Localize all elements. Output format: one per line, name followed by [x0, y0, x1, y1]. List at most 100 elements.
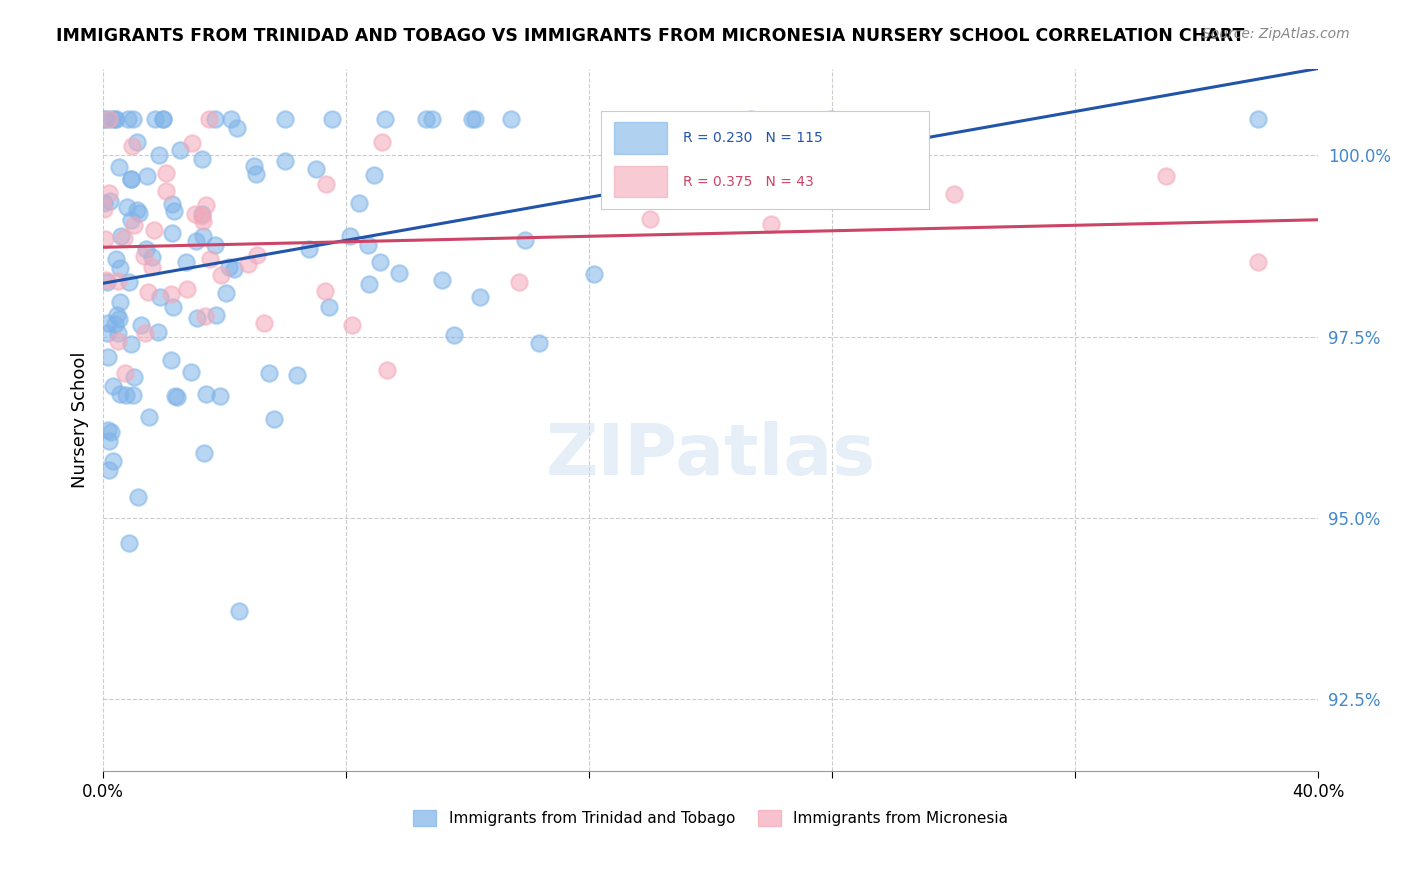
Point [155, 185, 177, 199]
Point [125, 135, 148, 149]
Point [263, 411, 285, 425]
Point [125, 202, 148, 217]
Point [152, 112, 174, 127]
Text: Source: ZipAtlas.com: Source: ZipAtlas.com [1202, 27, 1350, 41]
Point [257, 366, 280, 380]
Point [141, 260, 163, 274]
Point [253, 316, 276, 330]
Point [228, 603, 250, 617]
Point [204, 112, 226, 127]
Point [415, 112, 437, 127]
Point [108, 294, 131, 309]
Point [101, 453, 124, 467]
Point [115, 200, 138, 214]
Point [298, 242, 321, 256]
Point [97, 423, 120, 437]
Point [246, 248, 269, 262]
Point [198, 252, 221, 266]
Point [107, 275, 129, 289]
Point [305, 161, 328, 176]
Point [108, 260, 131, 275]
Point [120, 213, 142, 227]
Point [138, 409, 160, 424]
Point [98, 463, 121, 477]
Point [163, 204, 186, 219]
Point [1246, 112, 1268, 127]
Point [169, 143, 191, 157]
Point [94, 232, 117, 246]
Point [740, 112, 762, 127]
Point [186, 234, 208, 248]
Point [321, 112, 343, 127]
Text: IMMIGRANTS FROM TRINIDAD AND TOBAGO VS IMMIGRANTS FROM MICRONESIA NURSERY SCHOOL: IMMIGRANTS FROM TRINIDAD AND TOBAGO VS I… [56, 27, 1244, 45]
Point [181, 136, 204, 151]
Point [194, 387, 217, 401]
Point [176, 282, 198, 296]
Point [347, 196, 370, 211]
Point [120, 172, 142, 186]
Point [501, 112, 523, 127]
Point [152, 112, 174, 127]
Point [852, 158, 875, 172]
Point [162, 300, 184, 314]
Point [94, 112, 117, 127]
Point [368, 255, 391, 269]
Point [191, 228, 214, 243]
Point [122, 370, 145, 384]
Point [443, 327, 465, 342]
Point [98, 194, 121, 209]
Point [93, 195, 115, 210]
Point [215, 285, 238, 300]
Point [204, 237, 226, 252]
Point [357, 238, 380, 252]
Point [155, 166, 177, 180]
Point [183, 206, 205, 220]
Point [318, 300, 340, 314]
Point [761, 217, 783, 231]
Point [274, 154, 297, 169]
Point [143, 112, 166, 127]
Point [135, 242, 157, 256]
Point [194, 309, 217, 323]
Point [105, 308, 128, 322]
Point [104, 317, 127, 331]
Point [430, 273, 453, 287]
Point [638, 212, 661, 227]
Point [97, 316, 120, 330]
Point [149, 290, 172, 304]
Point [105, 252, 128, 266]
Point [243, 159, 266, 173]
Point [129, 318, 152, 332]
Point [527, 336, 550, 351]
Point [193, 214, 215, 228]
Point [195, 197, 218, 211]
Point [942, 186, 965, 201]
Point [162, 196, 184, 211]
Point [93, 112, 115, 127]
Point [122, 218, 145, 232]
Point [191, 210, 214, 224]
Point [110, 228, 132, 243]
Point [221, 112, 243, 127]
Point [236, 257, 259, 271]
Point [121, 139, 143, 153]
Point [460, 112, 482, 127]
Point [388, 266, 411, 280]
Point [371, 135, 394, 149]
Point [359, 277, 381, 291]
Point [101, 379, 124, 393]
Point [508, 275, 530, 289]
Point [98, 434, 121, 449]
Point [118, 536, 141, 550]
Point [166, 390, 188, 404]
Point [274, 112, 297, 127]
Point [115, 388, 138, 402]
Point [107, 160, 129, 174]
Point [209, 268, 232, 282]
Point [374, 112, 396, 127]
Point [136, 169, 159, 184]
Point [148, 148, 170, 162]
Point [107, 334, 129, 348]
Point [582, 267, 605, 281]
Point [127, 490, 149, 504]
